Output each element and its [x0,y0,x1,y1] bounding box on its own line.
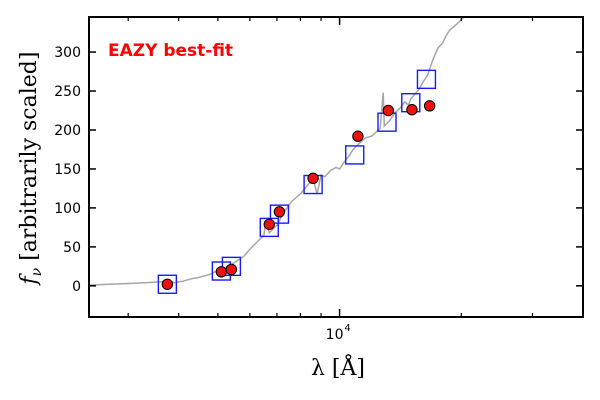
observed-point [382,104,395,117]
y-axis-label-units: [arbitrarily scaled] [17,52,42,268]
observed-point [307,172,319,184]
y-tick-label: 50 [63,240,81,256]
y-tick-label: 0 [72,279,81,295]
y-tick-label: 200 [54,123,81,139]
axes: 0 50 100 150 200 250 300 10 4 [54,16,584,343]
x-axis-label: λ [Å] [311,353,365,381]
observed-point [352,130,364,142]
model-point [259,217,279,238]
observed-point [215,266,228,278]
observed-point [423,100,436,112]
y-tick-label: 300 [54,45,81,61]
observed-point [263,218,275,230]
x-tick-label: 10 [326,327,344,343]
y-axis-label: fν [arbitrarily scaled] [17,52,45,287]
y-axis-label-subscript: ν [29,267,45,276]
observed-point [225,263,238,276]
plot-frame [88,16,584,318]
model-point [345,145,365,165]
sed-line [89,17,465,286]
observed-point [161,278,174,290]
model-point [157,274,178,294]
observed-point [273,206,286,218]
model-point [416,69,437,90]
y-tick-label: 100 [54,201,81,217]
y-tick-label: 150 [54,162,81,178]
data-marks [157,69,437,294]
x-tick-label-exponent: 4 [344,323,350,334]
model-point [269,204,290,224]
observed-point [406,104,418,116]
y-tick-label: 250 [54,84,81,100]
annotation-label: EAZY best-fit [108,41,233,61]
y-axis-label-group: fν [arbitrarily scaled] [17,52,45,287]
